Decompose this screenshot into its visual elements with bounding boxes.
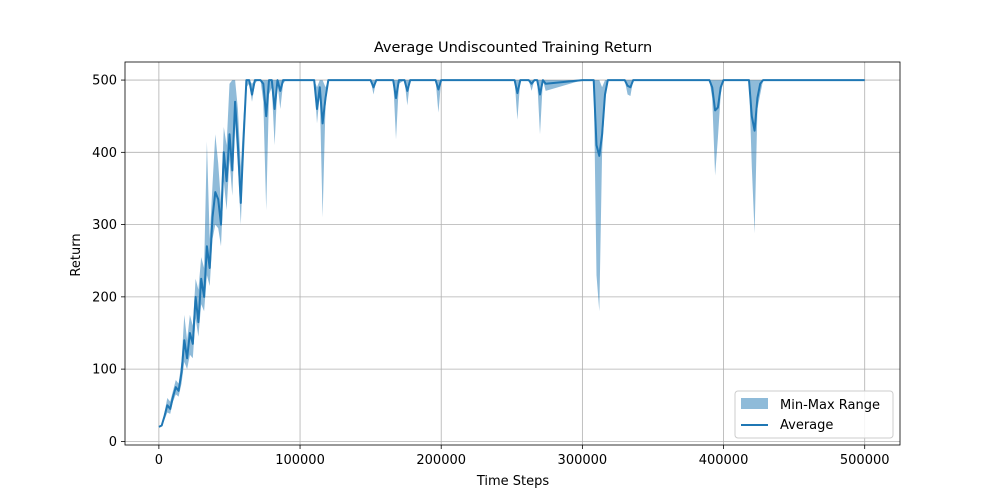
grid <box>125 62 900 445</box>
legend-box <box>734 390 894 439</box>
x-tick-label: 500000 <box>840 453 890 468</box>
x-axis-label: Time Steps <box>476 474 550 489</box>
legend: Min-Max Range Average <box>734 390 894 439</box>
axes-frame <box>124 61 901 446</box>
y-axis-label: Return <box>69 233 84 276</box>
y-tick-label: 0 <box>109 435 117 450</box>
legend-label-band: Min-Max Range <box>780 398 880 413</box>
x-axis-ticks: 0 100000 200000 300000 400000 500000 <box>155 445 890 468</box>
x-tick-label: 100000 <box>275 453 325 468</box>
legend-band-swatch <box>741 398 768 409</box>
y-axis-ticks: 0 100 200 300 400 500 <box>92 74 125 450</box>
y-tick-label: 300 <box>92 218 117 233</box>
y-tick-label: 500 <box>92 74 117 89</box>
y-tick-label: 200 <box>92 290 117 305</box>
legend-label-average: Average <box>780 418 833 433</box>
min-max-band <box>158 80 865 427</box>
y-tick-label: 400 <box>92 146 117 161</box>
plot-area <box>158 79 865 428</box>
average-line <box>158 79 865 428</box>
x-tick-label: 0 <box>155 453 163 468</box>
x-tick-label: 300000 <box>558 453 608 468</box>
y-tick-label: 100 <box>92 363 117 378</box>
x-tick-label: 400000 <box>699 453 749 468</box>
chart-title: Average Undiscounted Training Return <box>374 40 652 56</box>
x-tick-label: 200000 <box>416 453 466 468</box>
